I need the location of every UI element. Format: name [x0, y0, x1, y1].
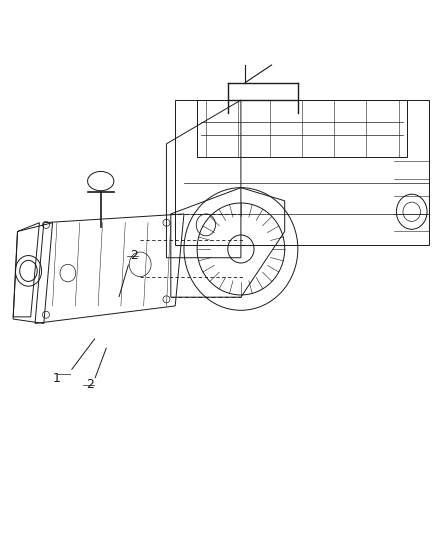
Text: 2: 2 — [130, 249, 138, 262]
Text: 2: 2 — [86, 378, 94, 391]
Text: 1: 1 — [53, 372, 61, 385]
